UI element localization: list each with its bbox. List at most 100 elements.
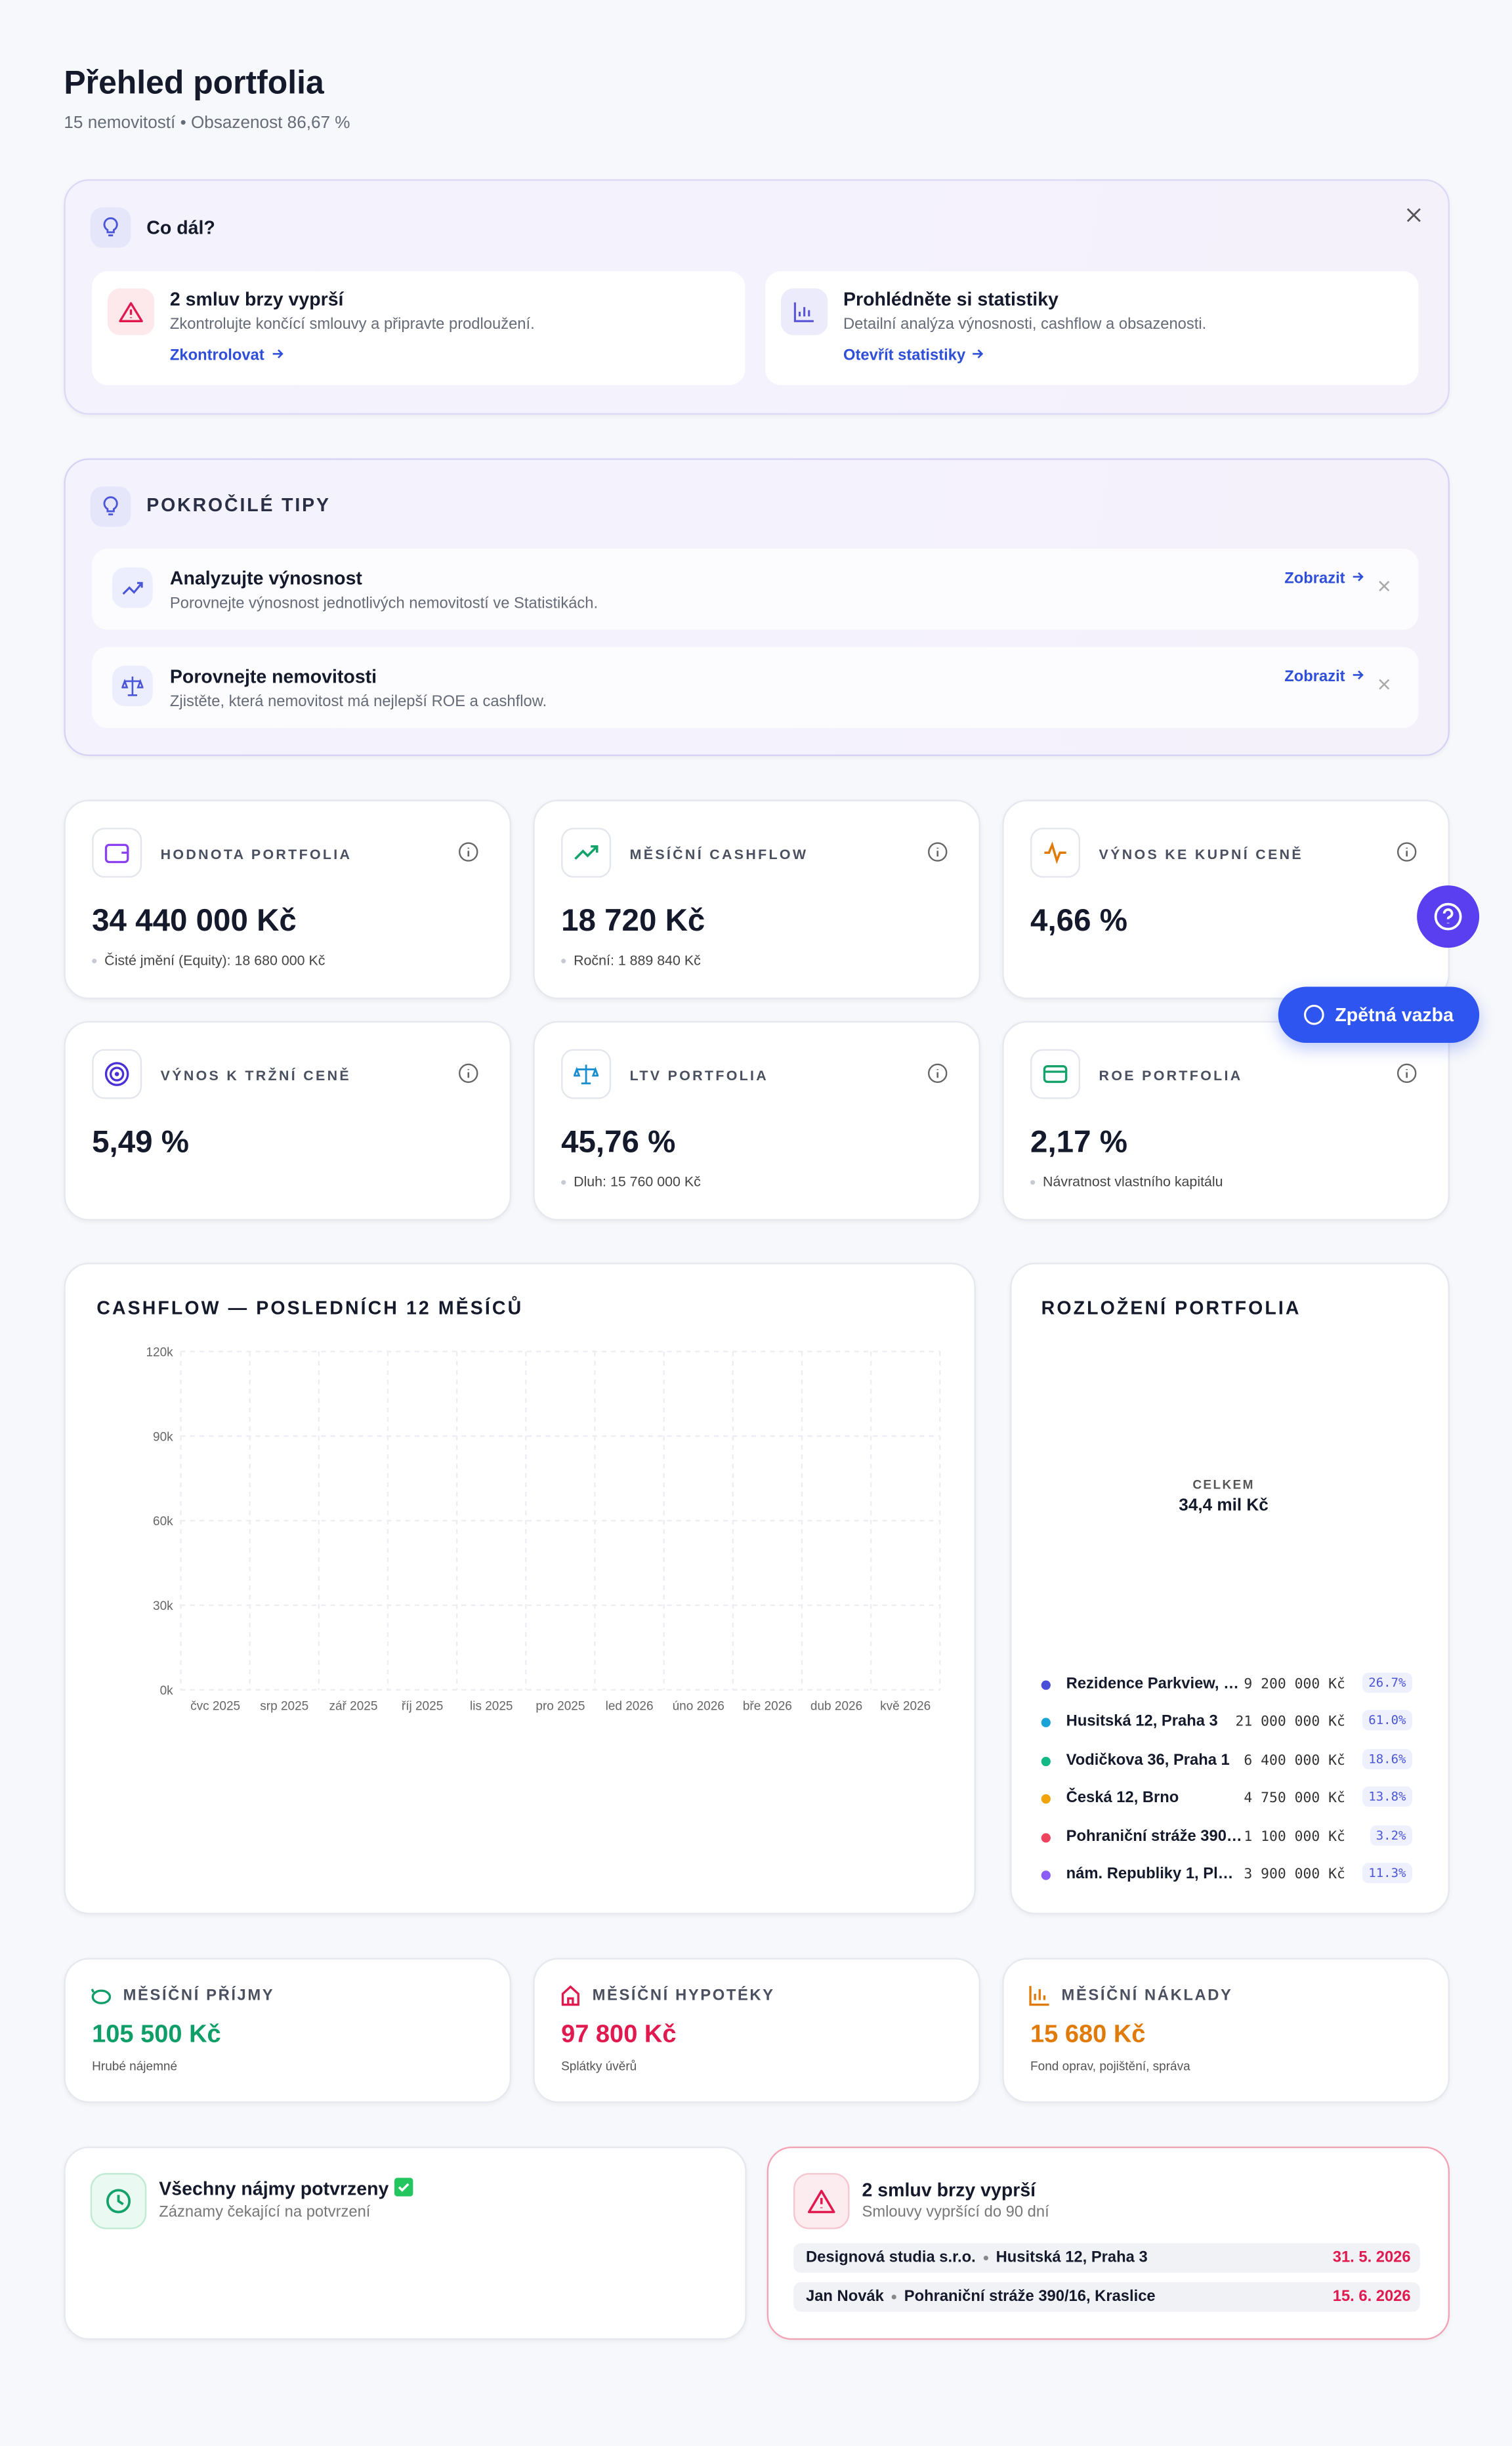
- step-link-text: Otevřít statistiky: [843, 347, 966, 365]
- tip-row: Porovnejte nemovitosti Zjistěte, která ne…: [92, 646, 1419, 728]
- rent-status-card: Všechny nájmy potvrzeny Záznamy čekající…: [64, 2146, 747, 2340]
- kpi-card: MĚSÍČNÍ CASHFLOW 18 720 Kč Roční: 1 889 84…: [533, 799, 981, 1000]
- icon: [1434, 902, 1462, 931]
- icon: [106, 2189, 131, 2214]
- icon: [1379, 679, 1390, 690]
- icon: [1044, 841, 1066, 864]
- icon: [574, 845, 598, 860]
- step-link[interactable]: Zkontrolovat: [170, 348, 285, 365]
- step-title: 2 smluv brzy vyprší: [169, 288, 344, 310]
- x-tick-label: kvě 2026: [880, 1700, 931, 1714]
- legend-name: Česká 12, Brno: [1066, 1790, 1179, 1807]
- icon: [973, 349, 984, 359]
- kpi-label: HODNOTA PORTFOLIA: [160, 846, 352, 862]
- icon: [109, 1066, 125, 1082]
- icon: [1396, 842, 1417, 862]
- panel-title: POKROČILÉ TIPY: [146, 494, 331, 517]
- feedback-button[interactable]: Zpětná vazba: [1278, 986, 1480, 1044]
- icon-box: [561, 828, 612, 878]
- tip-title: Analyzujte výnosnost: [169, 567, 362, 589]
- icon: [121, 676, 144, 696]
- kpi-label: VÝNOS K TRŽNÍ CENĚ: [160, 1068, 351, 1084]
- icon: [1396, 1063, 1417, 1084]
- legend-amount: 1 100 000 Kč: [1244, 1829, 1345, 1845]
- kpi-value: 18 720 Kč: [561, 904, 705, 938]
- kpi-value: 4,66 %: [1030, 904, 1127, 938]
- step-link[interactable]: Otevřít statistiky: [843, 348, 986, 365]
- legend-dot: [1041, 1680, 1051, 1690]
- y-tick-label: 30k: [153, 1599, 173, 1613]
- icon: [91, 1989, 112, 2004]
- icon-box: [107, 288, 155, 335]
- legend-dot: [1041, 1794, 1051, 1804]
- panel-title: Co dál?: [146, 217, 215, 239]
- tip-link[interactable]: Zobrazit: [1284, 570, 1365, 587]
- kpi-card: VÝNOS K TRŽNÍ CENĚ 5,49 %: [64, 1021, 512, 1221]
- contracts-card: 2 smluv brzy vyprší Smlouvy vypršící do …: [766, 2146, 1450, 2340]
- property: Husitská 12, Praha 3: [976, 2250, 1148, 2267]
- dismiss-button[interactable]: [1378, 572, 1392, 592]
- tenant: Designová studia s.r.o.: [806, 2249, 976, 2267]
- tenant: Jan Novák: [806, 2288, 884, 2306]
- arrow-icon: [1353, 572, 1364, 581]
- next-steps-panel: Co dál? 2 smluv brzy vyprší Zkontrolujte …: [64, 179, 1450, 415]
- x-tick-label: srp 2025: [260, 1700, 308, 1714]
- icon: [1029, 1986, 1049, 2006]
- tip-link-text: Zobrazit: [1284, 668, 1345, 686]
- tip-link[interactable]: Zobrazit: [1284, 669, 1365, 686]
- close-button[interactable]: [1406, 207, 1421, 223]
- arrow-icon: [973, 349, 984, 359]
- summary-card: MĚSÍČNÍ NÁKLADY 15 680 Kč Fond oprav, poji…: [1002, 1958, 1450, 2103]
- icon: [91, 1989, 112, 2004]
- summary-value: 105 500 Kč: [92, 2021, 221, 2049]
- next-step-card: Prohlédněte si statistiky Detailní analýz…: [765, 271, 1419, 385]
- info-icon: [927, 842, 948, 862]
- icon-box: [558, 1983, 583, 2008]
- contract-text: Jan Novák Pohraniční stráže 390/16, Krasl…: [806, 2288, 1156, 2306]
- icon: [1043, 1065, 1068, 1084]
- summary-card: MĚSÍČNÍ PŘÍJMY 105 500 Kč Hrubé nájemné: [64, 1958, 512, 2103]
- icon: [1305, 1004, 1325, 1025]
- clock-icon: [90, 2173, 147, 2229]
- summary-note: Fond oprav, pojištění, správa: [1030, 2059, 1190, 2074]
- icon: [574, 1065, 599, 1085]
- status-title-text: Všechny nájmy potvrzeny: [159, 2178, 389, 2200]
- icon-box: [781, 288, 828, 335]
- dismiss-button[interactable]: [1378, 670, 1392, 690]
- tip-row: Analyzujte výnosnost Porovnejte výnosnost…: [92, 549, 1419, 630]
- step-link-text: Zkontrolovat: [169, 347, 264, 365]
- arrow-icon: [1353, 670, 1364, 680]
- kpi-value: 45,76 %: [561, 1125, 676, 1160]
- icon-box: [92, 1049, 142, 1099]
- icon: [927, 1063, 948, 1084]
- tip-title: Porovnejte nemovitosti: [169, 665, 377, 688]
- kpi-card: LTV PORTFOLIA 45,76 % Dluh: 15 760 000 Kč: [533, 1021, 981, 1221]
- icon: [927, 842, 948, 862]
- icon: [1043, 1065, 1068, 1084]
- legend-amount: 4 750 000 Kč: [1244, 1791, 1345, 1807]
- check-badge: [394, 2178, 413, 2197]
- y-tick-label: 90k: [153, 1430, 173, 1444]
- status-subtitle: Záznamy čekající na potvrzení: [159, 2204, 371, 2222]
- legend-share: 61.0%: [1362, 1710, 1412, 1731]
- icon: [1353, 670, 1364, 680]
- legend-dot: [1041, 1756, 1051, 1766]
- contract-text: Designová studia s.r.o. Husitská 12, Prah…: [806, 2250, 1148, 2267]
- contract-row: Designová studia s.r.o. Husitská 12, Prah…: [793, 2243, 1420, 2273]
- card-title: CASHFLOW — POSLEDNÍCH 12 MĚSÍCŮ: [96, 1297, 524, 1319]
- summary-label: MĚSÍČNÍ PŘÍJMY: [123, 1987, 275, 2005]
- icon-box: [1030, 828, 1081, 878]
- x-tick-label: čvc 2025: [190, 1700, 240, 1714]
- icon: [122, 581, 143, 595]
- status-title: Všechny nájmy potvrzeny: [159, 2178, 413, 2199]
- icon: [561, 1985, 579, 2006]
- icon: [104, 1062, 129, 1086]
- icon: [91, 1989, 95, 1993]
- card-title: ROZLOŽENÍ PORTFOLIA: [1041, 1297, 1301, 1319]
- cashflow-card: 0k 30k 60k 90k 120k čvc 2025 srp 2025 zář 2025 ř…: [64, 1262, 976, 1914]
- icon: [119, 302, 143, 322]
- help-button[interactable]: [1417, 885, 1480, 948]
- icon: [1379, 581, 1390, 592]
- legend-amount: 21 000 000 Kč: [1235, 1715, 1345, 1731]
- icon-box: [112, 567, 153, 608]
